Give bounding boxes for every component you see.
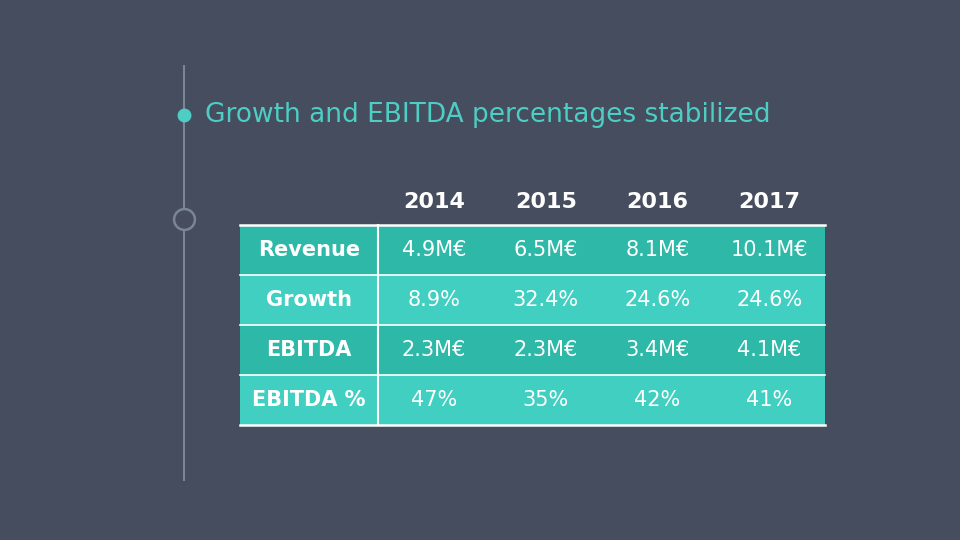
Text: 4.9M€: 4.9M€ — [401, 240, 467, 260]
Bar — [240, 375, 826, 425]
Bar — [240, 275, 826, 325]
Text: 4.1M€: 4.1M€ — [737, 340, 802, 360]
Text: 2017: 2017 — [738, 192, 801, 212]
Text: 8.9%: 8.9% — [408, 290, 461, 310]
Text: 10.1M€: 10.1M€ — [731, 240, 808, 260]
Text: 47%: 47% — [411, 390, 457, 410]
Text: 32.4%: 32.4% — [513, 290, 579, 310]
Text: 24.6%: 24.6% — [624, 290, 690, 310]
Text: Growth and EBITDA percentages stabilized: Growth and EBITDA percentages stabilized — [205, 102, 771, 128]
Text: 24.6%: 24.6% — [736, 290, 803, 310]
Text: Revenue: Revenue — [258, 240, 360, 260]
Bar — [240, 225, 826, 275]
Text: EBITDA: EBITDA — [267, 340, 351, 360]
Text: Growth: Growth — [266, 290, 352, 310]
Text: 35%: 35% — [522, 390, 569, 410]
Text: 2.3M€: 2.3M€ — [402, 340, 467, 360]
Text: 3.4M€: 3.4M€ — [625, 340, 689, 360]
Text: 8.1M€: 8.1M€ — [625, 240, 689, 260]
Text: 2014: 2014 — [403, 192, 465, 212]
Text: 2016: 2016 — [627, 192, 688, 212]
Text: 2015: 2015 — [515, 192, 577, 212]
Text: 2.3M€: 2.3M€ — [514, 340, 578, 360]
Bar — [240, 325, 826, 375]
Text: 6.5M€: 6.5M€ — [514, 240, 578, 260]
Text: 42%: 42% — [635, 390, 681, 410]
Text: EBITDA %: EBITDA % — [252, 390, 366, 410]
Text: 41%: 41% — [746, 390, 792, 410]
